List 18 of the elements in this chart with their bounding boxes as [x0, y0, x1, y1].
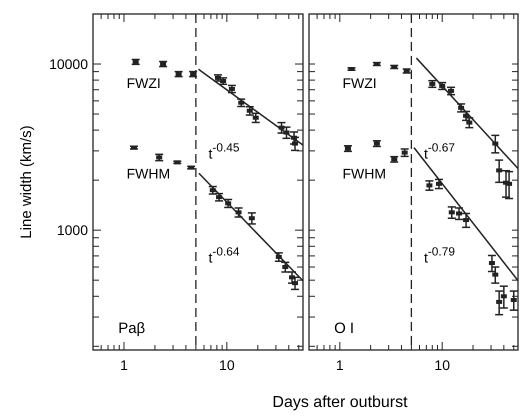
annotation: t$^{-0.45}$ — [208, 140, 240, 162]
annotation: FWHM — [126, 166, 170, 182]
x-axis-title: Days after outburst — [272, 394, 408, 411]
x-tick-label: 10 — [434, 357, 450, 373]
annotation: t$^{-0.79}$ — [424, 244, 456, 266]
annotation: t$^{-0.67}$ — [424, 140, 456, 162]
annotation: t$^{-0.64}$ — [208, 244, 240, 266]
annotation: FWZI — [342, 74, 377, 91]
annotation: FWHM — [342, 166, 386, 182]
x-tick-label: 1 — [336, 357, 344, 373]
x-tick-label: 10 — [219, 357, 235, 373]
annotation: FWZI — [126, 74, 161, 91]
annotation: Paβ — [118, 320, 146, 338]
y-axis-title: Line width (km/s) — [18, 125, 35, 239]
annotation: O I — [334, 320, 354, 338]
y-tick-label: 1000 — [56, 222, 88, 238]
x-tick-label: 1 — [120, 357, 128, 373]
y-tick-label: 10000 — [49, 56, 88, 72]
